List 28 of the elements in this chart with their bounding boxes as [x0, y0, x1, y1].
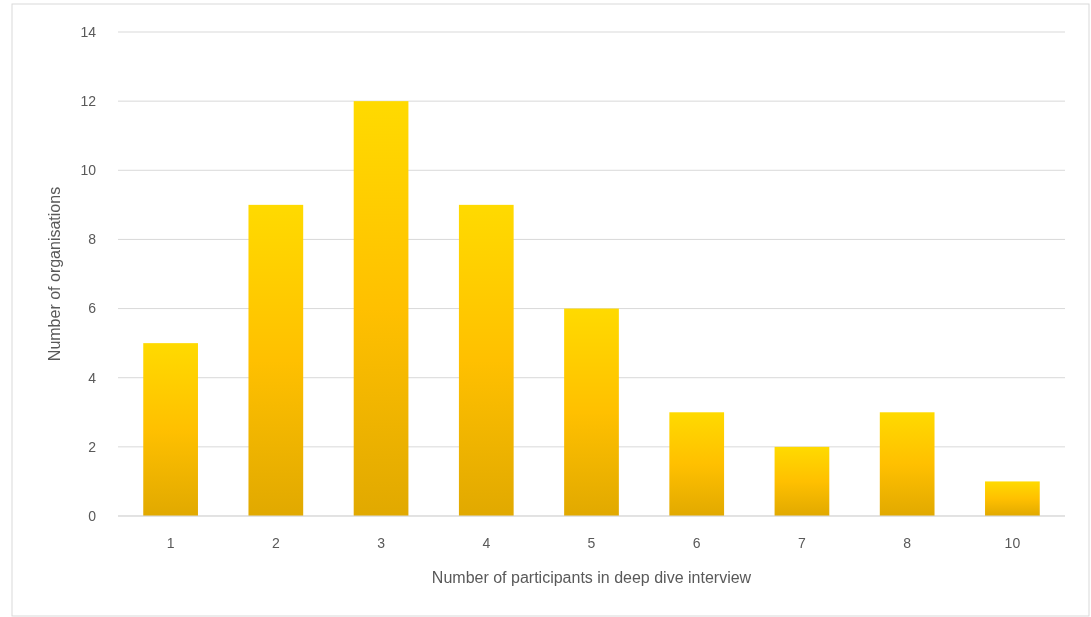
x-tick-label: 5 [587, 535, 596, 551]
y-tick-label: 2 [88, 438, 97, 455]
x-tick-label: 8 [903, 535, 912, 551]
y-tick-label: 4 [88, 369, 97, 386]
y-tick-label: 8 [88, 231, 97, 248]
x-tick-label: 3 [377, 535, 386, 551]
y-tick-label: 12 [80, 93, 97, 110]
y-tick-label: 14 [80, 23, 97, 40]
bar [353, 101, 409, 516]
bar [669, 412, 725, 516]
y-tick-label: 6 [88, 300, 97, 317]
bar [774, 446, 830, 516]
x-tick-label: 6 [692, 535, 701, 551]
x-tick-label: 1 [166, 535, 175, 551]
bar [248, 204, 304, 516]
x-tick-label: 4 [482, 535, 491, 551]
x-tick-label: 10 [1004, 535, 1021, 551]
bar [564, 308, 619, 516]
y-tick-label: 0 [88, 507, 97, 524]
x-axis-title: Number of participants in deep dive interview [431, 569, 752, 586]
bar [879, 412, 935, 516]
x-tick-label: 7 [798, 535, 807, 551]
bar [458, 204, 514, 516]
bar [143, 343, 198, 516]
y-axis-title: Number of organisations [46, 186, 63, 362]
bar [985, 481, 1040, 516]
y-tick-label: 10 [80, 162, 97, 179]
x-tick-label: 2 [271, 535, 280, 551]
